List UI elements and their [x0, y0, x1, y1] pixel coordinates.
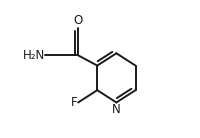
Text: F: F: [71, 96, 77, 109]
Text: N: N: [112, 103, 121, 116]
Text: O: O: [74, 14, 83, 27]
Text: H₂N: H₂N: [23, 49, 45, 62]
